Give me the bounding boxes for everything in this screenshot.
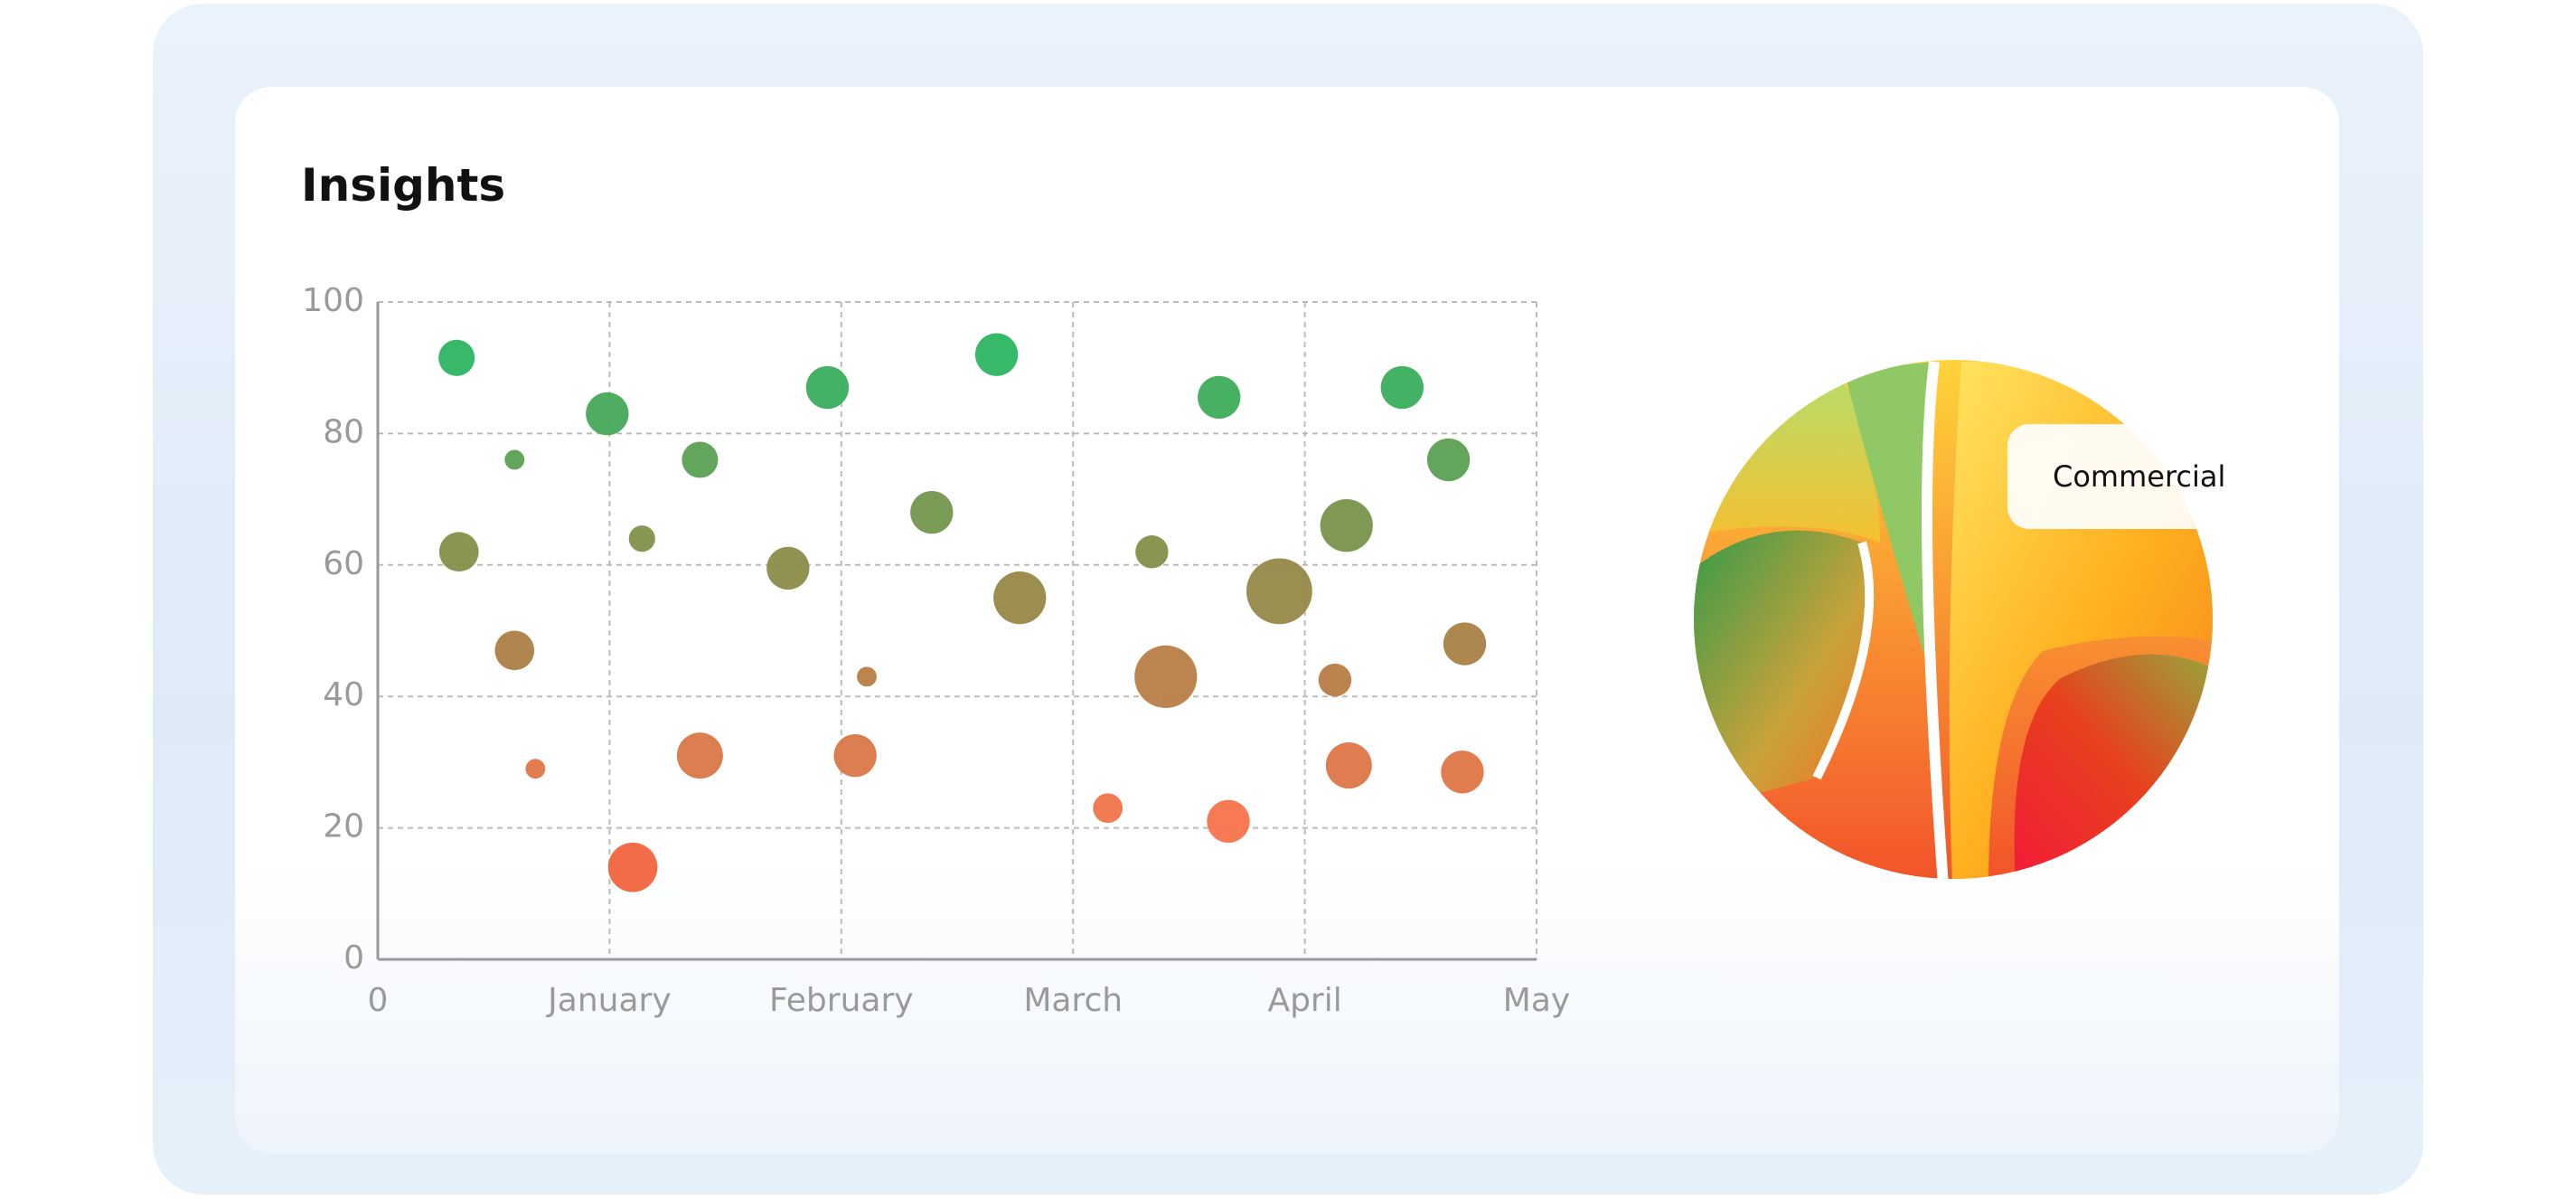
bubble [1318,663,1352,697]
wedge [1694,530,1870,814]
title: Insights [301,159,506,212]
bubble [805,365,850,410]
bubble [1441,751,1484,794]
bubble [1198,375,1241,420]
bubble [910,490,954,534]
gap [1812,541,1875,780]
bubble [628,525,655,552]
bubble [1325,742,1372,789]
legend-tooltip: Commercial [2007,424,2267,529]
bubble [1093,793,1123,824]
bubble [676,732,723,779]
bubble [438,339,475,376]
bubble [607,842,658,892]
y-tick-label: 100 [302,282,364,319]
bubble [1207,799,1250,843]
bubble [974,333,1019,376]
bubble [682,441,719,478]
y-tick-label: 40 [323,676,364,713]
x-tick-label: January [546,982,671,1019]
bubble [993,571,1047,625]
y-tick-label: 80 [323,413,364,450]
bubble [1320,499,1373,552]
bubble [586,392,629,436]
y-tick-label: 20 [323,808,364,845]
bubble [494,630,535,671]
bubble [1134,645,1198,708]
wedge [1844,362,1934,687]
bubble [1380,365,1424,410]
x-tick-label: May [1503,982,1570,1019]
bubble [1426,438,1471,482]
x-tick-label: 0 [368,982,389,1019]
bubble [1246,558,1312,625]
bubble [525,759,546,779]
y-tick-label: 0 [343,939,364,977]
y-tick-label: 60 [323,545,364,582]
x-tick-label: April [1267,982,1341,1019]
bubble [766,546,810,590]
bubble [857,666,877,687]
bubble [1135,535,1169,569]
x-tick-label: March [1023,982,1123,1019]
bubble [833,733,877,778]
bubble [1443,622,1487,666]
x-tick-label: February [769,982,914,1019]
bubble [438,532,479,572]
bubble [504,449,525,470]
gap [1922,361,1949,879]
